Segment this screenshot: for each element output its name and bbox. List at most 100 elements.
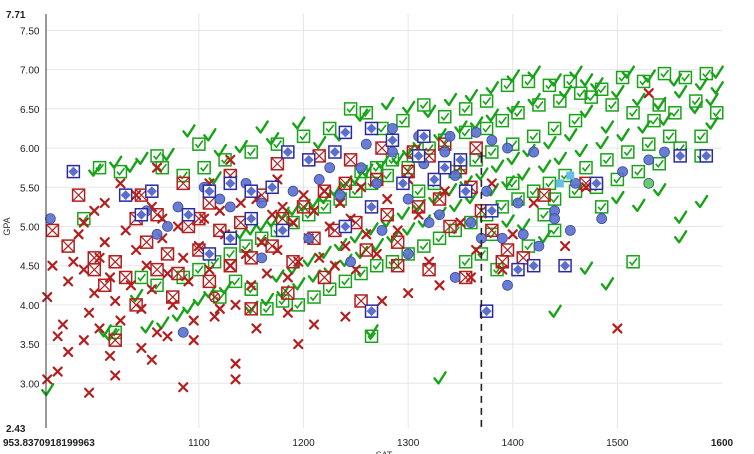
data-point-x (308, 205, 320, 216)
data-point-box-diamond (417, 129, 431, 144)
data-point-circle (659, 146, 670, 158)
data-point-circle (549, 213, 561, 225)
data-point-box-x (176, 176, 190, 191)
data-point-box-check (364, 329, 379, 344)
data-point-box-check (563, 74, 578, 89)
y-tick-label: 5.00 (20, 222, 40, 233)
x-tick-label: 1300 (397, 438, 420, 449)
data-point-box-x (223, 258, 238, 273)
data-point-box-diamond (511, 262, 525, 277)
data-point-check (689, 100, 704, 115)
data-point-box-check (411, 184, 426, 198)
data-point-box-check (396, 113, 410, 128)
data-point-box-check (192, 262, 206, 277)
data-point-check (464, 88, 479, 103)
data-point-box-diamond (275, 223, 290, 238)
data-point-check (318, 245, 332, 260)
data-point-box-check (615, 70, 630, 85)
data-point-check (611, 190, 625, 205)
data-point-check (307, 269, 322, 283)
data-point-box-x (150, 207, 164, 222)
data-point-box-check (568, 113, 583, 128)
data-point-circle (172, 201, 184, 213)
data-point-check (543, 135, 557, 150)
data-point-check (694, 77, 709, 91)
data-point-x (151, 162, 163, 173)
data-point-check (600, 277, 615, 291)
data-point-x (355, 182, 367, 193)
data-point-box-x (317, 270, 332, 285)
data-point-box-diamond (479, 304, 494, 318)
data-point-check (464, 190, 479, 205)
data-point-x (559, 240, 571, 252)
data-point-box-check (113, 164, 128, 179)
data-point-box-check (322, 121, 337, 136)
data-point-check (673, 84, 688, 99)
data-point-box-check (521, 239, 536, 253)
data-point-box-check (668, 106, 682, 120)
data-point-x (178, 252, 189, 263)
data-point-check (517, 218, 531, 232)
chart-overlay (477, 151, 486, 428)
data-point-box-x (265, 239, 279, 253)
data-point-x (497, 264, 508, 275)
data-point-box-x (338, 176, 353, 191)
data-point-circle (313, 174, 325, 185)
data-point-check (569, 65, 583, 79)
data-point-x (78, 335, 89, 346)
data-point-x (439, 186, 450, 197)
data-point-box-check (584, 90, 598, 104)
data-point-check (710, 81, 724, 95)
x-tick-label: 1100 (188, 438, 210, 449)
x-tick-label: 1400 (502, 438, 525, 449)
data-point-circle (224, 201, 236, 213)
data-point-box-x (61, 239, 75, 253)
data-point-check (422, 104, 437, 118)
data-point-check (517, 167, 531, 181)
data-point-box-check (192, 137, 206, 151)
data-point-check (548, 73, 562, 87)
data-point-box-check (92, 160, 107, 175)
data-point-box-check (511, 106, 525, 120)
data-point-circle (617, 166, 629, 178)
data-point-check (302, 253, 316, 267)
data-point-box-diamond (396, 176, 410, 191)
data-point-box-diamond (66, 164, 81, 179)
data-point-box-diamond (244, 211, 258, 226)
data-point-box-x (469, 141, 483, 155)
data-point-box-check (370, 258, 384, 273)
data-point-x (392, 225, 403, 236)
reference-crosshair (477, 151, 486, 160)
data-point-check (234, 226, 248, 240)
data-point-x (376, 295, 388, 307)
data-point-x (99, 237, 110, 248)
data-point-circle (402, 248, 414, 260)
data-point-check (182, 300, 196, 315)
data-point-box-x (166, 290, 180, 304)
data-point-box-x (537, 188, 551, 202)
data-point-box-check (636, 74, 651, 89)
series-square (555, 171, 575, 188)
data-points (41, 65, 724, 398)
data-point-box-check (438, 109, 452, 124)
data-point-check (527, 65, 541, 79)
data-point-check (616, 128, 630, 142)
data-point-x (151, 327, 163, 338)
x-tick-label: 1500 (606, 438, 629, 449)
data-point-circle (512, 197, 524, 209)
data-point-circle (162, 221, 173, 232)
data-point-check (433, 371, 447, 385)
y-tick-label: 4.00 (20, 301, 40, 312)
data-point-circle (528, 146, 540, 158)
data-point-x (528, 197, 539, 209)
data-point-box-x (108, 333, 122, 347)
data-point-check (260, 292, 275, 307)
data-point-box-x (495, 255, 510, 269)
data-point-x (486, 178, 497, 189)
y-min-label: 2.43 (6, 424, 26, 435)
data-point-x (136, 342, 147, 354)
data-point-box-diamond (411, 149, 426, 163)
data-point-x (235, 197, 246, 209)
data-point-box-x (485, 223, 499, 238)
